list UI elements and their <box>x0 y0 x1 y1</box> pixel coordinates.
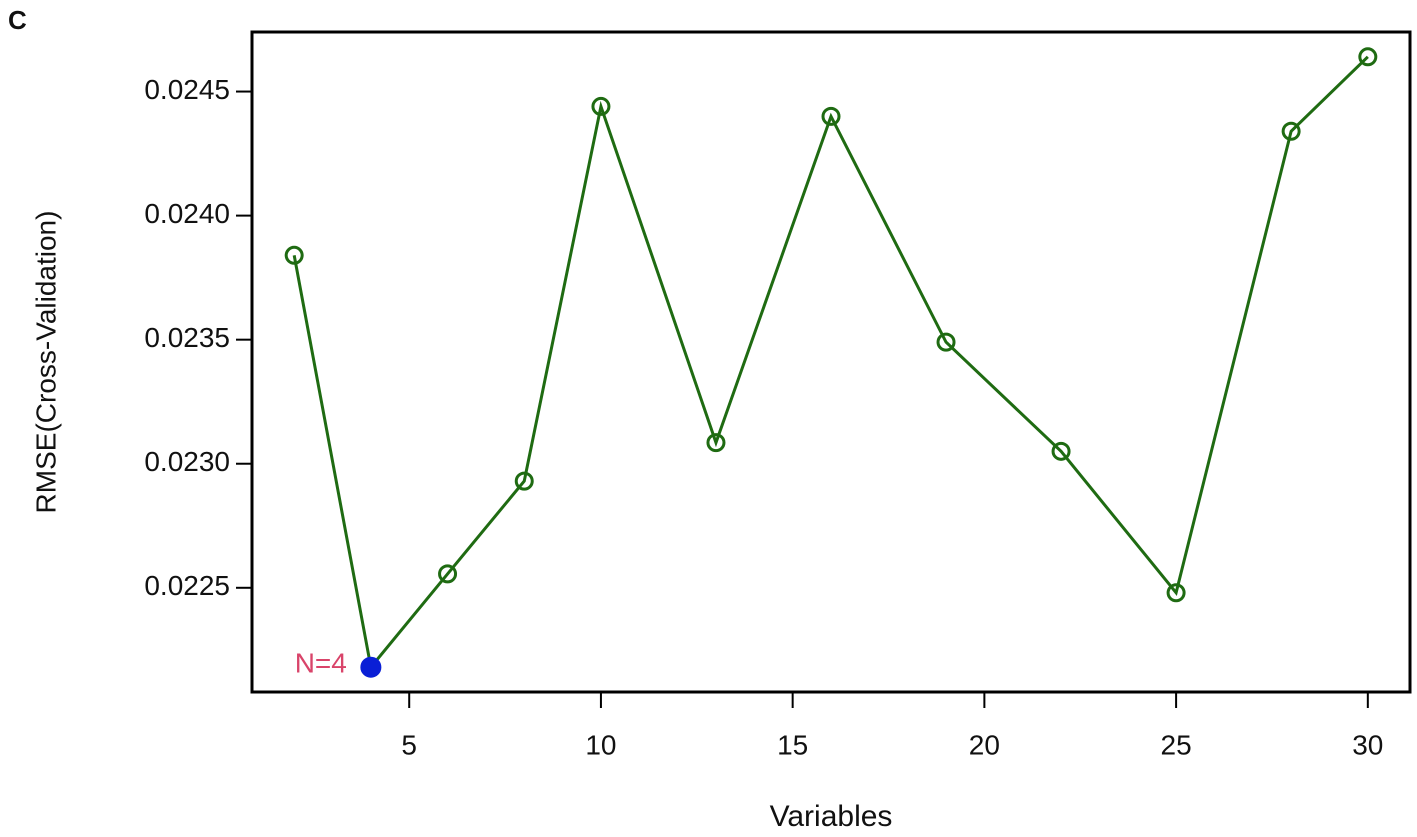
y-axis-label: RMSE(Cross-Validation) <box>30 211 61 514</box>
y-tick-label: 0.0230 <box>144 446 230 477</box>
y-tick-label: 0.0225 <box>144 570 230 601</box>
best-point <box>360 656 382 678</box>
x-tick-label: 20 <box>969 729 1000 760</box>
y-tick-label: 0.0240 <box>144 198 230 229</box>
series-line <box>292 55 1369 671</box>
annotation: N=4 <box>295 648 347 679</box>
point <box>1166 583 1186 603</box>
x-tick-label: 25 <box>1161 729 1192 760</box>
point <box>1358 47 1378 67</box>
point <box>284 245 304 265</box>
point <box>438 564 458 584</box>
point <box>936 332 956 352</box>
x-tick-label: 5 <box>401 729 417 760</box>
point <box>1051 441 1071 461</box>
panel-label: C <box>8 5 27 35</box>
point <box>514 471 534 491</box>
x-axis-label: Variables <box>770 800 893 833</box>
point <box>706 433 726 453</box>
x-tick-label: 10 <box>585 729 616 760</box>
point <box>821 106 841 126</box>
y-tick-label: 0.0235 <box>144 322 230 353</box>
x-tick-label: 30 <box>1352 729 1383 760</box>
y-tick-label: 0.0245 <box>144 74 230 105</box>
point <box>591 96 611 116</box>
plot-frame <box>250 30 1412 694</box>
point <box>1281 121 1301 141</box>
x-tick-label: 15 <box>777 729 808 760</box>
